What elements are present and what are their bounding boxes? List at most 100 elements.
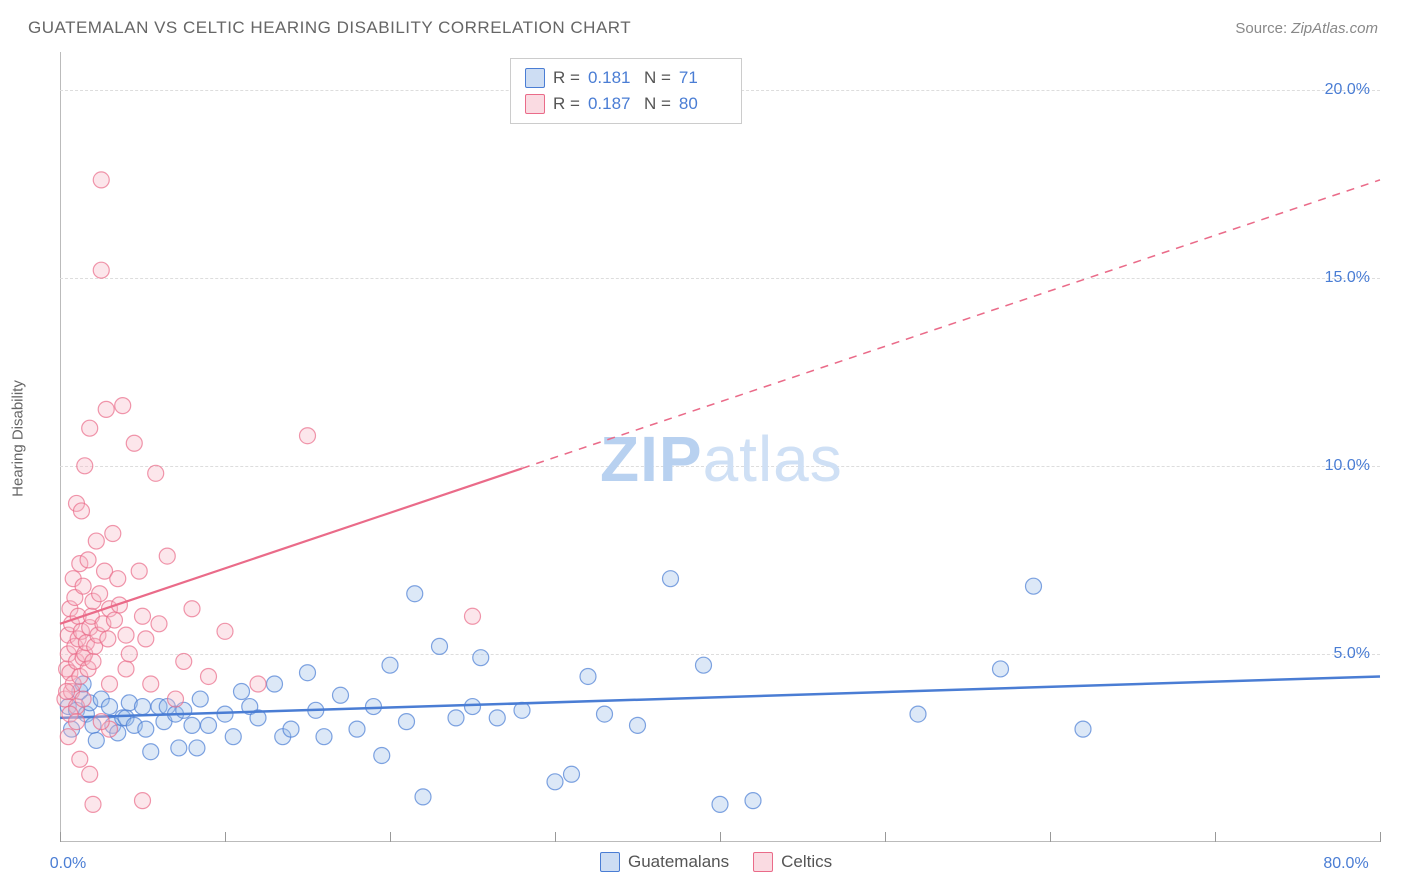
trend-line-dashed	[522, 180, 1380, 469]
data-point	[92, 586, 108, 602]
data-point	[283, 721, 299, 737]
data-point	[77, 458, 93, 474]
data-point	[121, 646, 137, 662]
data-point	[374, 747, 390, 763]
data-point	[910, 706, 926, 722]
data-point	[1075, 721, 1091, 737]
data-point	[93, 172, 109, 188]
source-value: ZipAtlas.com	[1291, 20, 1378, 37]
data-point	[201, 668, 217, 684]
data-point	[75, 578, 91, 594]
data-point	[333, 687, 349, 703]
data-point	[267, 676, 283, 692]
data-point	[138, 721, 154, 737]
y-axis-label: Hearing Disability	[10, 380, 27, 497]
data-point	[217, 623, 233, 639]
data-point	[148, 465, 164, 481]
data-point	[993, 661, 1009, 677]
data-point	[415, 789, 431, 805]
legend-swatch	[753, 852, 773, 872]
stat-r-label: R =	[553, 91, 580, 117]
data-point	[75, 691, 91, 707]
data-point	[448, 710, 464, 726]
bottom-legend: Guatemalans Celtics	[600, 852, 832, 872]
data-point	[171, 740, 187, 756]
data-point	[189, 740, 205, 756]
data-point	[745, 793, 761, 809]
data-point	[300, 665, 316, 681]
data-point	[1026, 578, 1042, 594]
stat-r-value: 0.187	[588, 91, 636, 117]
scatter-svg	[60, 52, 1380, 842]
series-swatch	[525, 94, 545, 114]
data-point	[564, 766, 580, 782]
stats-row: R = 0.187 N = 80	[525, 91, 727, 117]
data-point	[72, 751, 88, 767]
data-point	[126, 435, 142, 451]
data-point	[88, 533, 104, 549]
chart-title: GUATEMALAN VS CELTIC HEARING DISABILITY …	[28, 18, 631, 38]
data-point	[225, 729, 241, 745]
data-point	[159, 548, 175, 564]
data-point	[135, 699, 151, 715]
data-point	[93, 714, 109, 730]
data-point	[300, 428, 316, 444]
data-point	[696, 657, 712, 673]
data-point	[547, 774, 563, 790]
legend-item: Guatemalans	[600, 852, 729, 872]
stat-n-label: N =	[644, 65, 671, 91]
data-point	[69, 714, 85, 730]
data-point	[176, 653, 192, 669]
data-point	[73, 503, 89, 519]
data-point	[465, 699, 481, 715]
data-point	[106, 612, 122, 628]
data-point	[580, 668, 596, 684]
data-point	[234, 684, 250, 700]
chart-container: 5.0%10.0%15.0%20.0% ZIPatlas R =0.181N =…	[60, 52, 1380, 842]
legend-swatch	[600, 852, 620, 872]
legend-label: Celtics	[781, 852, 832, 872]
stat-n-label: N =	[644, 91, 671, 117]
legend-label: Guatemalans	[628, 852, 729, 872]
x-axis-min-label: 0.0%	[50, 855, 86, 873]
data-point	[85, 796, 101, 812]
data-point	[349, 721, 365, 737]
data-point	[135, 793, 151, 809]
data-point	[143, 676, 159, 692]
source-citation: Source: ZipAtlas.com	[1235, 20, 1378, 37]
plot-area: 5.0%10.0%15.0%20.0% ZIPatlas R =0.181N =…	[60, 52, 1380, 842]
x-axis-max-label: 80.0%	[1323, 855, 1368, 873]
data-point	[59, 684, 75, 700]
data-point	[143, 744, 159, 760]
data-point	[316, 729, 332, 745]
data-point	[131, 563, 147, 579]
data-point	[465, 608, 481, 624]
data-point	[201, 717, 217, 733]
data-point	[82, 420, 98, 436]
stat-n-value: 71	[679, 65, 727, 91]
data-point	[102, 676, 118, 692]
data-point	[250, 676, 266, 692]
stats-legend-box: R = 0.181 N = 71 R = 0.187 N = 80	[510, 58, 742, 124]
data-point	[712, 796, 728, 812]
stat-r-value: 0.181	[588, 65, 636, 91]
trend-line-solid	[60, 468, 522, 623]
data-point	[102, 699, 118, 715]
data-point	[184, 601, 200, 617]
stat-n-value: 80	[679, 91, 727, 117]
data-point	[60, 729, 76, 745]
data-point	[663, 571, 679, 587]
data-point	[407, 586, 423, 602]
series-swatch	[525, 68, 545, 88]
stat-r-label: R =	[553, 65, 580, 91]
legend-item: Celtics	[753, 852, 832, 872]
data-point	[135, 608, 151, 624]
data-point	[192, 691, 208, 707]
x-tick	[1380, 832, 1381, 842]
data-point	[366, 699, 382, 715]
data-point	[473, 650, 489, 666]
data-point	[489, 710, 505, 726]
data-point	[382, 657, 398, 673]
data-point	[100, 631, 116, 647]
data-point	[597, 706, 613, 722]
